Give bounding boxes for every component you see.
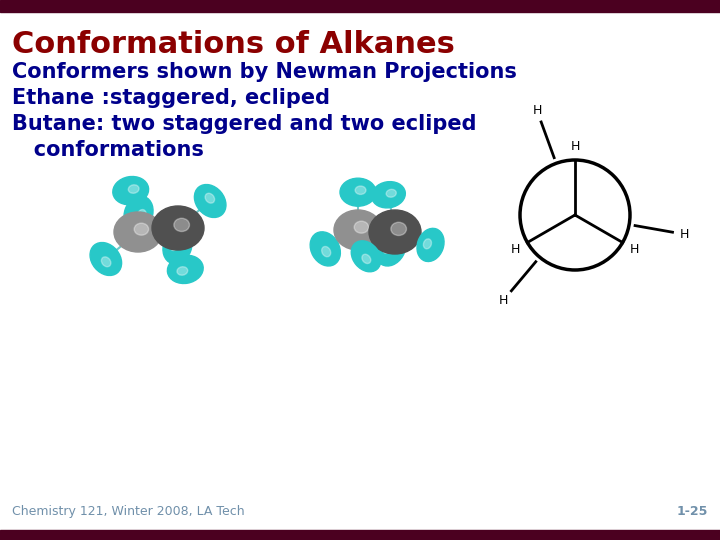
Ellipse shape — [376, 232, 406, 266]
Ellipse shape — [391, 222, 407, 235]
Text: H: H — [532, 104, 541, 117]
Ellipse shape — [128, 185, 139, 193]
Text: Conformers shown by Newman Projections: Conformers shown by Newman Projections — [12, 62, 517, 82]
Ellipse shape — [372, 181, 405, 208]
Ellipse shape — [362, 254, 371, 264]
Ellipse shape — [114, 212, 162, 252]
Ellipse shape — [355, 186, 366, 194]
Text: H: H — [510, 243, 520, 256]
Ellipse shape — [322, 246, 330, 256]
Ellipse shape — [417, 228, 444, 261]
Text: Conformations of Alkanes: Conformations of Alkanes — [12, 30, 455, 59]
Ellipse shape — [369, 210, 421, 254]
Ellipse shape — [386, 190, 396, 197]
Text: Ethane :staggered, ecliped: Ethane :staggered, ecliped — [12, 88, 330, 108]
Ellipse shape — [170, 240, 179, 251]
Ellipse shape — [102, 257, 111, 267]
Ellipse shape — [138, 210, 146, 220]
Text: Butane: two staggered and two ecliped: Butane: two staggered and two ecliped — [12, 114, 477, 134]
Ellipse shape — [351, 241, 381, 272]
Ellipse shape — [194, 185, 226, 218]
Text: 1-25: 1-25 — [677, 505, 708, 518]
Text: H: H — [630, 243, 639, 256]
Ellipse shape — [423, 239, 431, 249]
Ellipse shape — [177, 267, 188, 275]
Ellipse shape — [383, 243, 392, 253]
Text: conformations: conformations — [12, 140, 204, 160]
Ellipse shape — [174, 218, 189, 232]
Text: Chemistry 121, Winter 2008, LA Tech: Chemistry 121, Winter 2008, LA Tech — [12, 505, 245, 518]
Ellipse shape — [152, 206, 204, 250]
Ellipse shape — [205, 193, 215, 203]
Ellipse shape — [334, 210, 382, 250]
Ellipse shape — [113, 177, 148, 205]
Ellipse shape — [168, 255, 203, 284]
Ellipse shape — [310, 232, 341, 266]
Bar — [0, 530, 720, 540]
Ellipse shape — [90, 242, 122, 275]
Ellipse shape — [134, 223, 148, 235]
Bar — [0, 0, 720, 12]
Text: H: H — [499, 294, 508, 307]
Ellipse shape — [163, 229, 192, 264]
Ellipse shape — [340, 178, 376, 206]
Ellipse shape — [354, 221, 369, 233]
Text: H: H — [570, 139, 580, 152]
Ellipse shape — [124, 196, 153, 231]
Text: H: H — [680, 228, 689, 241]
